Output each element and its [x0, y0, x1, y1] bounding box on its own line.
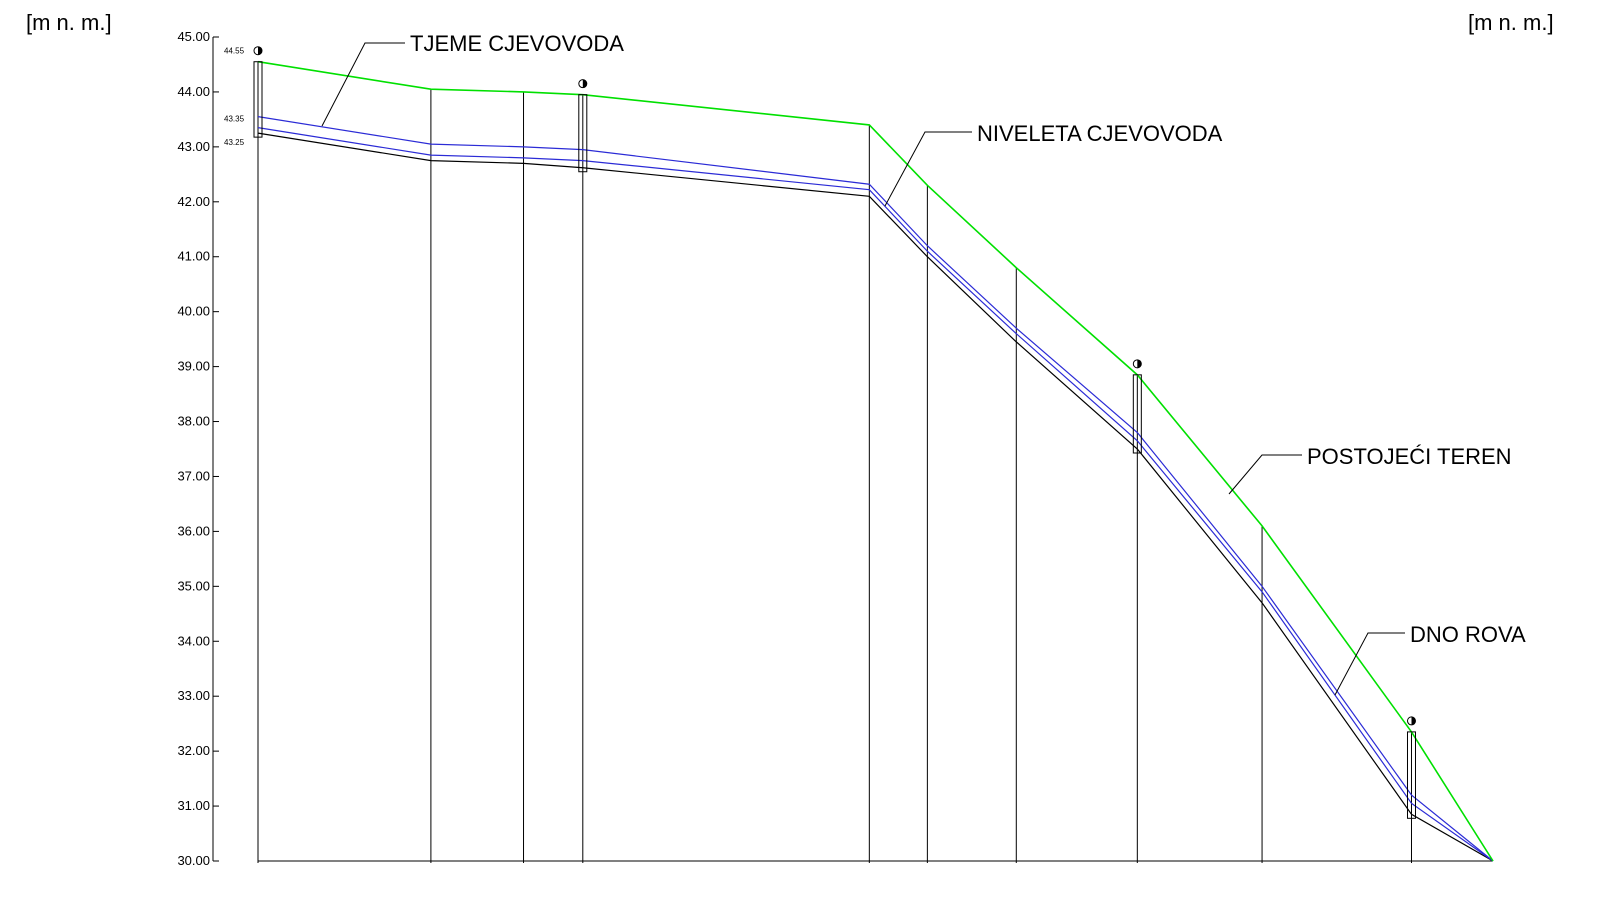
manhole-symbol-fill	[582, 79, 587, 88]
y-tick-label: 45.00	[177, 29, 210, 44]
pipe-axis-line	[257, 127, 1494, 862]
start-elevation-label: 43.25	[224, 138, 245, 147]
manhole-symbol-fill	[1411, 716, 1416, 725]
y-tick-label: 31.00	[177, 798, 210, 813]
y-tick-label: 44.00	[177, 84, 210, 99]
callout-label: TJEME CJEVOVODA	[410, 31, 624, 56]
y-tick-label: 39.00	[177, 359, 210, 374]
callout-label: NIVELETA CJEVOVODA	[977, 121, 1223, 146]
y-tick-label: 36.00	[177, 523, 210, 538]
callout-leader	[1334, 632, 1405, 696]
trench-bottom-line	[257, 132, 1494, 862]
y-tick-label: 30.00	[177, 853, 210, 868]
terrain-line	[257, 60, 1494, 862]
pipe-top-line	[257, 116, 1494, 862]
y-tick-label: 32.00	[177, 743, 210, 758]
manholes	[253, 46, 1416, 819]
manhole-symbol-fill	[258, 46, 262, 55]
y-tick-label: 33.00	[177, 688, 210, 703]
manhole-shaft	[253, 61, 263, 138]
manhole-symbol-fill	[1137, 359, 1142, 368]
y-axis-unit-left: [m n. m.]	[26, 10, 112, 35]
station-lines	[257, 61, 1412, 863]
callout-leader	[321, 42, 405, 127]
y-axis: 30.00 31.00 32.00 33.00 34.00 35.00 36.00 37.00…	[177, 29, 1493, 868]
y-tick-label: 41.00	[177, 249, 210, 264]
callouts: TJEME CJEVOVODA NIVELETA CJEVOVODA POSTOJE…	[321, 31, 1526, 696]
profile-lines	[257, 60, 1494, 862]
callout-leader	[884, 131, 972, 207]
y-tick-label: 43.00	[177, 139, 210, 154]
y-tick-label: 37.00	[177, 468, 210, 483]
y-tick-label: 40.00	[177, 304, 210, 319]
start-elevation-label: 44.55	[224, 47, 245, 56]
y-tick-label: 35.00	[177, 578, 210, 593]
manhole-shaft	[1132, 374, 1142, 454]
y-tick-label: 38.00	[177, 414, 210, 429]
y-tick-label: 34.00	[177, 633, 210, 648]
y-tick-label: 42.00	[177, 194, 210, 209]
manhole-shaft	[1406, 731, 1416, 819]
start-elevation-label: 43.35	[224, 115, 245, 124]
callout-label: DNO ROVA	[1410, 622, 1526, 647]
callout-leader	[1228, 454, 1302, 495]
manhole-shaft	[578, 94, 588, 173]
start-elevations: 44.55 43.35 43.25	[224, 47, 245, 147]
callout-label: POSTOJEĆI TEREN	[1307, 444, 1512, 469]
y-axis-unit-right: [m n. m.]	[1468, 10, 1554, 35]
